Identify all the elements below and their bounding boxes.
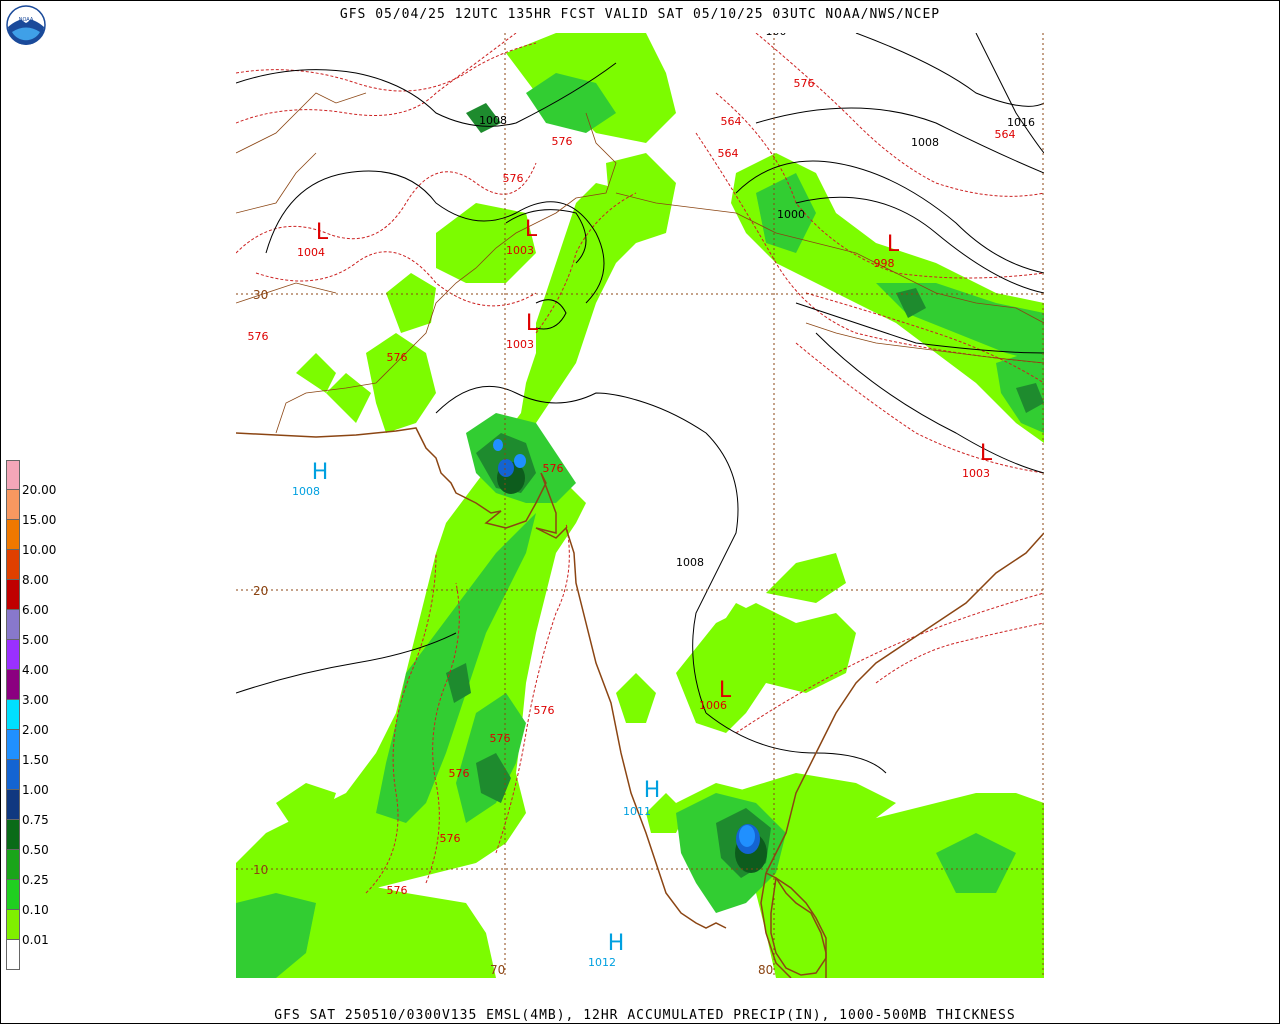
legend-swatch — [6, 730, 20, 760]
precip-light-areas — [236, 33, 1044, 978]
thickness-label: 576 — [552, 135, 573, 148]
legend-swatch — [6, 850, 20, 880]
logo-text: NOAA — [19, 17, 34, 23]
legend-swatch — [6, 820, 20, 850]
thickness-label: 576 — [794, 77, 815, 90]
legend-swatch — [6, 760, 20, 790]
lat-label-10: 10 — [253, 863, 268, 877]
chart-footer: GFS SAT 250510/0300V135 EMSL(4MB), 12HR … — [274, 1008, 1016, 1023]
legend-swatch — [6, 880, 20, 910]
low-value: 1003 — [962, 467, 990, 480]
legend-swatch — [6, 610, 20, 640]
isobar-label: 1016 — [1007, 116, 1035, 129]
thickness-label: 576 — [503, 172, 524, 185]
noaa-logo-icon: NOAA — [6, 5, 46, 45]
legend-swatch — [6, 520, 20, 550]
low-symbol: L — [526, 311, 539, 336]
legend-label: 20.00 — [22, 483, 57, 497]
sri-lanka-outline — [770, 876, 827, 976]
low-value: 998 — [874, 257, 895, 270]
legend-swatch — [6, 940, 20, 970]
isobar-label: 1000 — [777, 208, 805, 221]
lat-label-20: 20 — [253, 584, 268, 598]
precip-heavy-spots — [493, 439, 767, 873]
legend-label: 6.00 — [22, 603, 49, 617]
legend-label: 10.00 — [22, 543, 57, 557]
thickness-label: 564 — [995, 128, 1016, 141]
thickness-label: 576 — [490, 732, 511, 745]
legend-swatch — [6, 640, 20, 670]
legend-label: 1.00 — [22, 783, 49, 797]
political-borders — [236, 92, 1044, 434]
thickness-label: 564 — [721, 115, 742, 128]
thickness-label: 576 — [387, 884, 408, 897]
low-symbol: L — [525, 217, 538, 242]
legend-label: 0.50 — [22, 843, 49, 857]
thickness-labels: 576 564 564 564 576 576 576 576 576 576 … — [248, 77, 1016, 897]
legend-swatch — [6, 700, 20, 730]
low-value: 1006 — [699, 699, 727, 712]
low-symbol: L — [316, 220, 329, 245]
legend-swatch — [6, 910, 20, 940]
isobar-contours — [236, 33, 1044, 774]
legend-label: 4.00 — [22, 663, 49, 677]
high-symbol: H — [608, 931, 625, 956]
legend-label: 1.50 — [22, 753, 49, 767]
low-symbol: L — [887, 232, 900, 257]
isobar-label: 1008 — [676, 556, 704, 569]
legend-swatch — [6, 670, 20, 700]
high-value: 1011 — [623, 805, 651, 818]
legend-swatch — [6, 460, 20, 490]
isobar-label: 1008 — [911, 136, 939, 149]
low-symbol: L — [980, 441, 993, 466]
high-value: 1008 — [292, 485, 320, 498]
low-symbol: L — [719, 678, 732, 703]
legend-swatch — [6, 490, 20, 520]
isobar-label: 1008 — [479, 114, 507, 127]
isobar-label: 100 — [766, 33, 787, 38]
lon-label-80: 80 — [758, 963, 773, 977]
high-value: 1012 — [588, 956, 616, 969]
legend-label: 2.00 — [22, 723, 49, 737]
lon-label-70: 70 — [490, 963, 505, 977]
grid-labels: 30 20 10 70 80 — [253, 288, 773, 977]
high-symbol: H — [312, 460, 329, 485]
legend-label: 15.00 — [22, 513, 57, 527]
low-value: 1003 — [506, 244, 534, 257]
legend-label: 0.01 — [22, 933, 49, 947]
legend-swatch — [6, 550, 20, 580]
chart-title: GFS 05/04/25 12UTC 135HR FCST VALID SAT … — [339, 7, 941, 22]
low-value: 1003 — [506, 338, 534, 351]
thickness-label: 576 — [534, 704, 555, 717]
precip-legend — [6, 460, 20, 970]
legend-label: 0.25 — [22, 873, 49, 887]
legend-label: 0.75 — [22, 813, 49, 827]
isobar-labels: 1008 1008 1016 1000 1008 100 — [479, 33, 1035, 569]
coastlines — [236, 427, 1044, 978]
high-symbol: H — [644, 778, 661, 803]
legend-label: 8.00 — [22, 573, 49, 587]
thickness-label: 576 — [440, 832, 461, 845]
legend-label: 0.10 — [22, 903, 49, 917]
lat-label-30: 30 — [253, 288, 268, 302]
legend-label: 5.00 — [22, 633, 49, 647]
thickness-contours — [236, 33, 1044, 894]
thickness-label: 576 — [387, 351, 408, 364]
pressure-centers: L 1004 L 1003 L 1003 L 998 L 1003 L 1006… — [292, 217, 993, 969]
legend-swatch — [6, 580, 20, 610]
legend-label: 3.00 — [22, 693, 49, 707]
low-value: 1004 — [297, 246, 325, 259]
thickness-label: 576 — [543, 462, 564, 475]
thickness-label: 564 — [718, 147, 739, 160]
legend-swatch — [6, 790, 20, 820]
thickness-label: 576 — [248, 330, 269, 343]
forecast-map: 30 20 10 70 80 L 1004 L 1003 L 1003 L 99… — [236, 33, 1044, 978]
thickness-label: 576 — [449, 767, 470, 780]
